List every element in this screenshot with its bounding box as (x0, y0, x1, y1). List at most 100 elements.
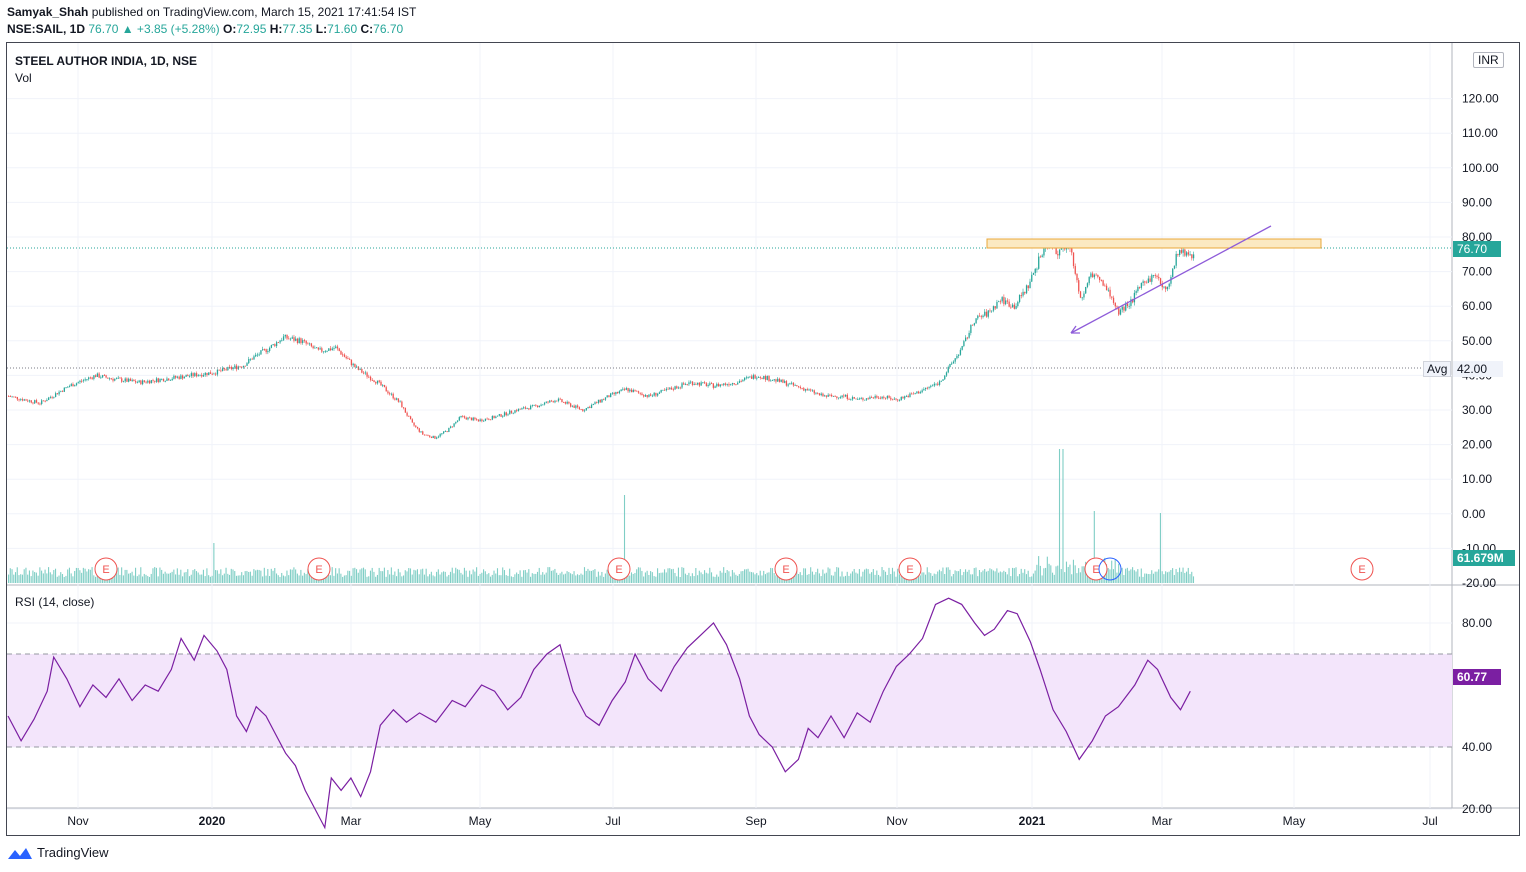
volume-bar (867, 569, 869, 583)
volume-bar (394, 571, 396, 583)
volume-bar (1013, 568, 1015, 583)
candle-body (202, 375, 205, 377)
volume-bar (1074, 565, 1076, 583)
volume-bar (1003, 570, 1005, 583)
candle-body (436, 437, 438, 439)
candle-body (864, 399, 866, 401)
volume-bar (65, 575, 67, 583)
candle-body (8, 396, 10, 397)
candle-body (1095, 274, 1097, 276)
volume-bar (1041, 575, 1043, 583)
volume-bar (970, 574, 972, 583)
volume-bar (53, 570, 55, 583)
candle-body (208, 372, 210, 376)
candle-body (502, 415, 504, 417)
candle-body (1130, 299, 1132, 306)
candle-body (352, 363, 354, 366)
volume-bar (232, 569, 234, 583)
volume-bar (597, 571, 599, 583)
candle-body (573, 405, 575, 408)
volume-bar (274, 567, 276, 583)
volume-bar (1107, 568, 1109, 583)
candle-body (131, 379, 133, 381)
volume-bar (77, 568, 79, 583)
earnings-marker (774, 557, 798, 581)
candle-body (803, 388, 805, 391)
candle-body (383, 384, 386, 388)
volume-bar (531, 573, 533, 583)
volume-bar (436, 571, 438, 583)
candle-body (704, 382, 706, 384)
price-tick-label: 10.00 (1462, 472, 1492, 486)
candle-body (477, 419, 480, 422)
volume-bar (714, 576, 716, 583)
candle-body (1057, 253, 1059, 256)
candle-body (1010, 306, 1012, 308)
candle-body (721, 384, 723, 386)
volume-bar (775, 575, 777, 583)
candle-body (1151, 275, 1153, 282)
volume-bar (728, 571, 730, 583)
candle-body (663, 389, 666, 391)
candle-body (867, 398, 869, 400)
candle-body (876, 396, 878, 398)
candle-body (994, 306, 996, 309)
candle-body (944, 375, 946, 380)
volume-bar (56, 576, 58, 583)
currency-label[interactable]: INR (1473, 52, 1504, 68)
volume-bar (262, 576, 264, 583)
volume-bar (540, 574, 542, 583)
candle-body (1192, 254, 1195, 259)
candle-body (613, 392, 615, 395)
volume-bar (599, 575, 601, 583)
volume-bar (63, 576, 65, 583)
candle-body (42, 400, 45, 402)
volume-bar (829, 568, 831, 583)
candle-body (441, 433, 443, 435)
volume-bar (897, 568, 899, 583)
volume-bar (1137, 569, 1139, 583)
volume-bar (646, 570, 648, 583)
footer-brand[interactable]: TradingView (7, 845, 109, 860)
volume-bar (952, 574, 954, 583)
candle-body (865, 398, 868, 400)
candle-body (249, 358, 252, 360)
candle-body (60, 390, 62, 392)
volume-bar (507, 575, 509, 583)
volume-bar (162, 573, 164, 583)
volume-bar (32, 570, 34, 583)
volume-bar (658, 573, 660, 583)
candle-body (563, 402, 565, 403)
candle-body (310, 343, 313, 347)
volume-bar (342, 576, 344, 583)
volume-bar (93, 575, 95, 583)
volume-bar (1053, 574, 1055, 583)
candle-body (182, 375, 184, 379)
candle-body (117, 377, 119, 379)
volume-bar (126, 569, 128, 583)
candle-body (500, 414, 502, 417)
volume-bar (415, 570, 417, 583)
candle-body (622, 388, 624, 390)
candle-body (545, 401, 547, 403)
candle-body (331, 348, 333, 351)
volume-bar (154, 567, 156, 583)
trend-line (1070, 225, 1272, 334)
candle-body (956, 355, 958, 359)
candle-body (556, 400, 558, 402)
author-name[interactable]: Samyak_Shah (7, 5, 89, 19)
candle-body (1017, 301, 1019, 307)
volume-bar (625, 576, 627, 583)
candle-body (648, 394, 650, 397)
volume-bar (215, 570, 217, 583)
volume-bar (530, 576, 532, 583)
symbol-label: NSE:SAIL, 1D (7, 22, 86, 36)
volume-bar (1187, 567, 1189, 583)
candle-body (324, 351, 326, 353)
volume-bar (1072, 559, 1074, 583)
volume-bar (378, 567, 380, 583)
candle-body (617, 391, 619, 394)
candle-body (940, 380, 942, 382)
candle-body (1029, 281, 1031, 289)
